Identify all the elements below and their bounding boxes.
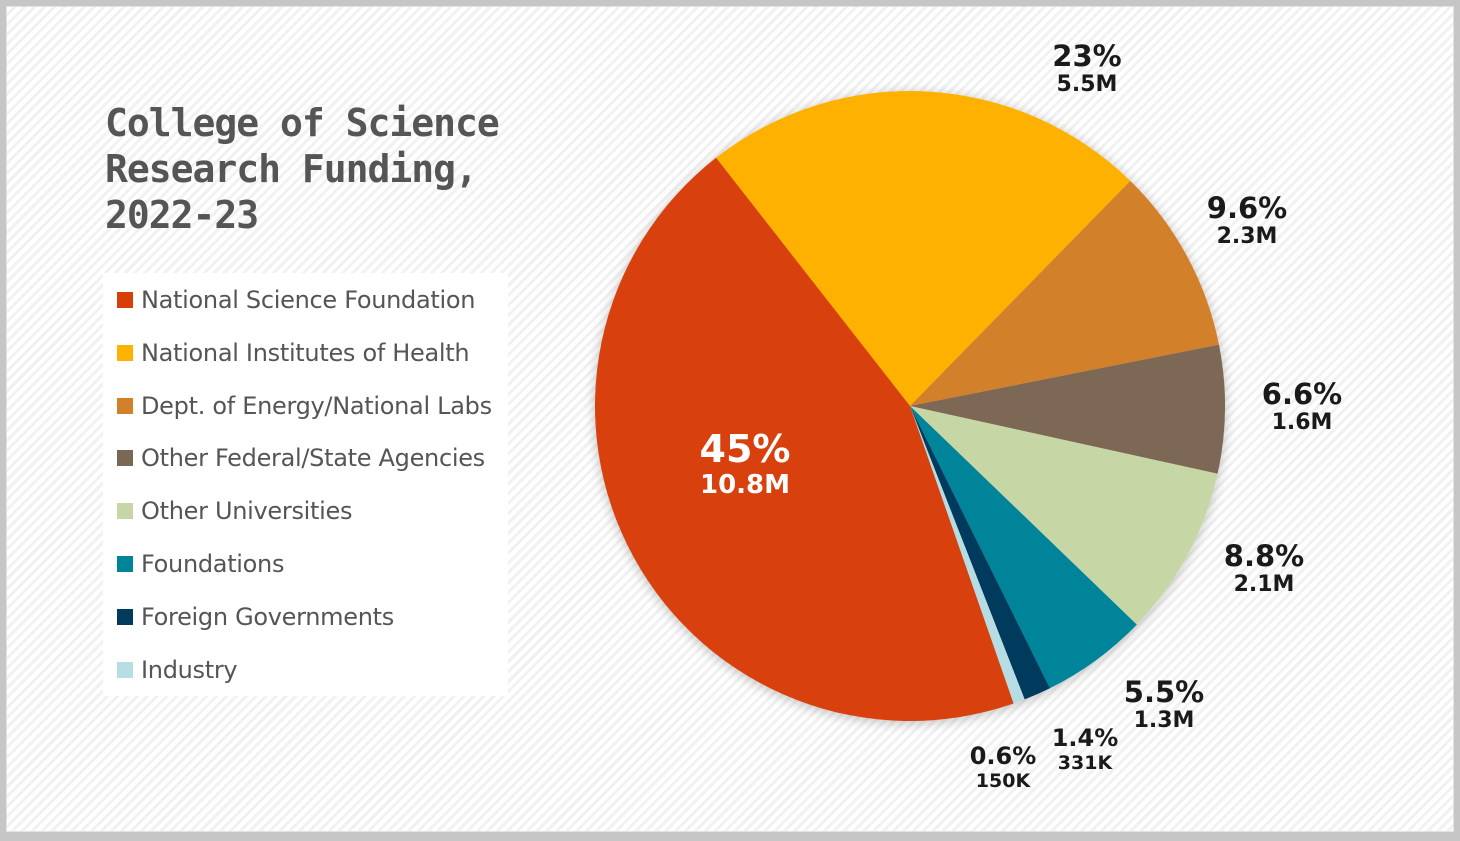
- legend-item-foreign-governments: Foreign Governments: [117, 602, 394, 632]
- slice-label-other-federal: 6.6% 1.6M: [1261, 377, 1343, 435]
- slice-label-other-universities: 8.8% 2.1M: [1223, 539, 1305, 597]
- legend-item-other-universities: Other Universities: [117, 496, 352, 526]
- title-line-1: College of Science: [105, 101, 500, 145]
- pie-slice-nih: [716, 90, 1131, 406]
- legend-label: Other Federal/State Agencies: [141, 444, 485, 472]
- legend-item-nih: National Institutes of Health: [117, 338, 470, 368]
- legend-swatch: [117, 609, 133, 625]
- legend-item-other-federal: Other Federal/State Agencies: [117, 443, 485, 473]
- slice-label-nsf: 45% 10.8M: [699, 427, 791, 500]
- pie-slice-industry: [910, 406, 1025, 704]
- legend-label: Other Universities: [141, 497, 353, 525]
- slice-label-nih: 23% 5.5M: [1052, 39, 1122, 97]
- legend-item-nsf: National Science Foundation: [117, 285, 475, 315]
- slice-label-foundations: 5.5% 1.3M: [1123, 675, 1205, 733]
- pie-slice-other-universities: [910, 406, 1218, 625]
- title-line-2: Research Funding,: [105, 147, 478, 191]
- legend-label: Foundations: [141, 550, 285, 578]
- pie-slice-foreign-governments: [910, 406, 1050, 700]
- pie-slices: [594, 90, 1225, 721]
- legend-item-doe: Dept. of Energy/National Labs: [117, 391, 492, 421]
- slice-label-industry: 0.6% 150K: [969, 742, 1037, 793]
- legend-label: National Science Foundation: [141, 286, 476, 314]
- pie-slice-doe: [910, 180, 1219, 406]
- legend-label: Industry: [141, 656, 238, 684]
- legend-item-foundations: Foundations: [117, 549, 284, 579]
- legend-swatch: [117, 556, 133, 572]
- title-line-3: 2022-23: [105, 193, 259, 237]
- slice-label-foreign-governments: 1.4% 331K: [1051, 724, 1119, 775]
- pie-slice-foundations: [910, 406, 1137, 689]
- chart-title: College of Science Research Funding, 202…: [105, 100, 500, 238]
- legend-swatch: [117, 398, 133, 414]
- legend-swatch: [117, 292, 133, 308]
- legend-swatch: [117, 503, 133, 519]
- pie-slice-other-federal: [910, 344, 1225, 474]
- legend-swatch: [117, 450, 133, 466]
- legend-label: Foreign Governments: [141, 603, 394, 631]
- legend-swatch: [117, 662, 133, 678]
- legend: National Science Foundation National Ins…: [103, 273, 508, 696]
- legend-item-industry: Industry: [117, 655, 238, 685]
- legend-swatch: [117, 345, 133, 361]
- legend-label: National Institutes of Health: [141, 339, 470, 367]
- legend-label: Dept. of Energy/National Labs: [141, 392, 492, 420]
- slice-label-doe: 9.6% 2.3M: [1206, 191, 1288, 249]
- pie-slice-nsf: [594, 157, 1014, 721]
